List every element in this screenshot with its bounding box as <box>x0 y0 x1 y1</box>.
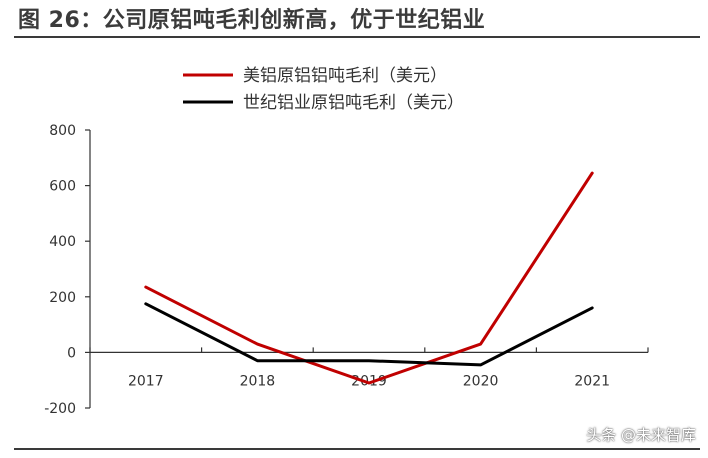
title-divider <box>14 36 700 38</box>
x-tick-label: 2021 <box>574 373 610 389</box>
y-tick-label: 200 <box>49 290 76 306</box>
legend-label-2: 世纪铝业原铝吨毛利（美元） <box>243 93 464 113</box>
series-line-1 <box>144 171 594 385</box>
bottom-divider <box>14 448 700 450</box>
chart-series <box>144 171 594 385</box>
y-tick-label: 400 <box>49 234 76 250</box>
x-axis: 2017 2018 2019 2020 2021 <box>89 347 649 389</box>
x-tick-label: 2019 <box>351 373 387 389</box>
chart-legend: 美铝原铝铝吨毛利（美元） 世纪铝业原铝吨毛利（美元） <box>183 66 464 113</box>
x-tick-label: 2020 <box>463 373 499 389</box>
y-tick-label: -200 <box>44 401 76 417</box>
series-line-2 <box>144 302 594 367</box>
y-axis: 800 600 400 200 0 -200 <box>44 123 91 417</box>
y-tick-label: 600 <box>49 179 76 195</box>
watermark: 头条 @未来智库 <box>586 426 696 444</box>
chart-title: 图 26：公司原铝吨毛利创新高，优于世纪铝业 <box>18 8 486 33</box>
y-tick-label: 0 <box>67 345 76 361</box>
y-tick-label: 800 <box>49 123 76 139</box>
legend-label-1: 美铝原铝铝吨毛利（美元） <box>243 66 447 86</box>
x-tick-label: 2018 <box>240 373 276 389</box>
x-tick-label: 2017 <box>128 373 164 389</box>
